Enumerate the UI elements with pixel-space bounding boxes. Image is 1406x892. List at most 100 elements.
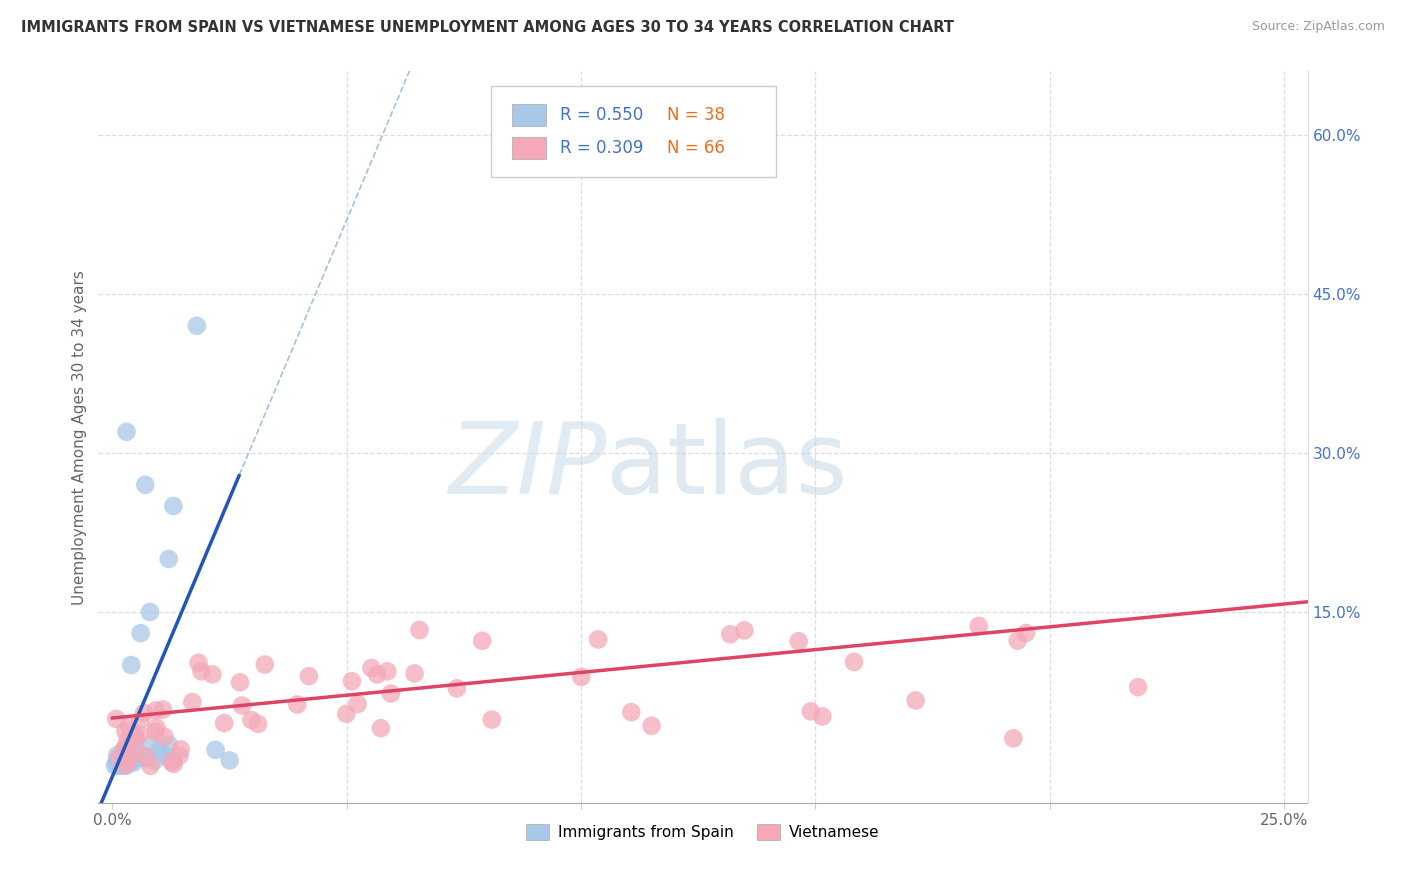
Text: N = 66: N = 66 [666, 139, 724, 157]
Point [104, 758, 127, 772]
Point [733, 624, 755, 638]
Point [129, 748, 152, 763]
Point [157, 738, 180, 752]
Legend: Immigrants from Spain, Vietnamese: Immigrants from Spain, Vietnamese [520, 818, 886, 847]
Point [190, 665, 212, 679]
Point [139, 605, 162, 619]
Point [120, 658, 142, 673]
Point [298, 669, 321, 683]
Point [620, 705, 643, 719]
Text: ZIP: ZIP [449, 417, 606, 515]
Point [134, 751, 156, 765]
Point [120, 748, 142, 763]
Point [111, 758, 134, 772]
Point [128, 728, 150, 742]
Point [231, 698, 253, 713]
Point [111, 753, 134, 767]
Point [153, 748, 176, 763]
Point [105, 712, 128, 726]
Point [1015, 626, 1038, 640]
Point [1002, 731, 1025, 746]
Point [360, 661, 382, 675]
Point [107, 750, 129, 764]
Point [169, 748, 191, 763]
Point [904, 693, 927, 707]
Point [124, 745, 146, 759]
Point [118, 719, 141, 733]
Text: R = 0.309: R = 0.309 [561, 139, 644, 157]
Point [120, 753, 142, 767]
Point [152, 702, 174, 716]
Point [115, 734, 138, 748]
Point [471, 633, 494, 648]
Point [115, 758, 138, 772]
Point [105, 756, 128, 770]
Point [145, 721, 167, 735]
Point [366, 667, 388, 681]
Point [108, 756, 131, 770]
Point [335, 706, 357, 721]
Point [404, 666, 426, 681]
Point [787, 634, 810, 648]
Point [218, 753, 240, 767]
Point [204, 743, 226, 757]
Point [186, 318, 208, 333]
Point [125, 751, 148, 765]
Point [967, 619, 990, 633]
Point [640, 719, 662, 733]
Point [1126, 680, 1149, 694]
Point [718, 627, 741, 641]
Point [124, 730, 146, 744]
Point [105, 753, 128, 767]
Point [114, 758, 136, 772]
Point [569, 670, 592, 684]
Point [107, 758, 129, 772]
Point [112, 742, 135, 756]
Point [139, 738, 162, 752]
Text: R = 0.550: R = 0.550 [561, 106, 644, 124]
Point [157, 552, 180, 566]
Point [408, 623, 430, 637]
Point [285, 698, 308, 712]
Point [129, 714, 152, 728]
Text: Source: ZipAtlas.com: Source: ZipAtlas.com [1251, 20, 1385, 33]
Point [346, 697, 368, 711]
Point [842, 655, 865, 669]
Point [240, 713, 263, 727]
Point [115, 753, 138, 767]
Point [115, 425, 138, 439]
Point [163, 756, 186, 771]
Text: IMMIGRANTS FROM SPAIN VS VIETNAMESE UNEMPLOYMENT AMONG AGES 30 TO 34 YEARS CORRE: IMMIGRANTS FROM SPAIN VS VIETNAMESE UNEM… [21, 20, 955, 35]
Point [134, 706, 156, 720]
Point [212, 716, 235, 731]
Point [129, 626, 152, 640]
Point [170, 742, 193, 756]
Point [111, 756, 134, 770]
Point [446, 681, 468, 696]
FancyBboxPatch shape [492, 86, 776, 178]
Point [145, 704, 167, 718]
Point [160, 755, 183, 769]
Point [380, 687, 402, 701]
Point [153, 730, 176, 744]
Point [105, 748, 128, 763]
Point [247, 717, 270, 731]
Point [370, 721, 392, 735]
Point [229, 675, 252, 690]
Text: atlas: atlas [606, 417, 848, 515]
Point [181, 695, 204, 709]
Point [135, 749, 157, 764]
Bar [512, 137, 546, 159]
Point [201, 667, 224, 681]
Point [143, 753, 166, 767]
Point [148, 743, 170, 757]
Point [125, 743, 148, 757]
Point [375, 665, 398, 679]
Y-axis label: Unemployment Among Ages 30 to 34 years: Unemployment Among Ages 30 to 34 years [72, 269, 87, 605]
Text: N = 38: N = 38 [666, 106, 724, 124]
Point [340, 674, 363, 689]
Point [162, 753, 184, 767]
Point [117, 754, 139, 768]
Point [586, 632, 609, 647]
Point [811, 709, 834, 723]
